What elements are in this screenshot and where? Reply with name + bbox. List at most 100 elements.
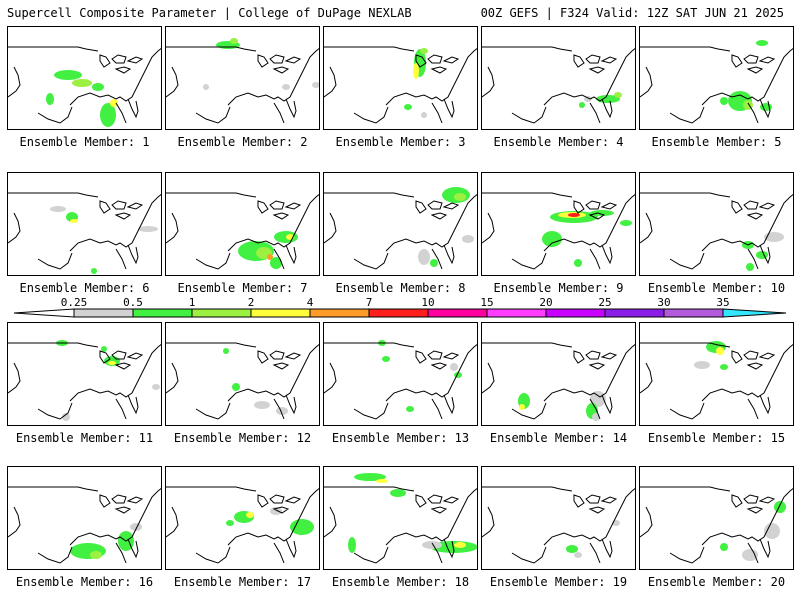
scp-contour (270, 257, 282, 269)
scp-contour (376, 479, 388, 483)
great-lakes-outline (99, 350, 144, 370)
scp-contour (720, 364, 728, 370)
ensemble-member-label: Ensemble Member: 20 (647, 575, 786, 589)
map-outline (511, 102, 601, 124)
ensemble-member-label: Ensemble Member: 12 (173, 431, 312, 445)
map-outline (127, 244, 139, 265)
colorbar-segment (604, 308, 665, 318)
map-graphic (166, 38, 319, 124)
scp-contour (574, 259, 582, 267)
map-outline (8, 487, 161, 546)
ensemble-member-label: Ensemble Member: 4 (493, 135, 624, 149)
map-outline (601, 394, 613, 415)
ensemble-member-map (165, 172, 320, 276)
ensemble-member-label: Ensemble Member: 9 (493, 281, 624, 295)
colorbar-tick-label: 2 (248, 296, 255, 309)
ensemble-member-map (639, 26, 794, 130)
map-graphic (482, 486, 635, 564)
map-outline (640, 343, 793, 402)
map-outline (759, 394, 771, 415)
scp-contour (418, 249, 430, 265)
great-lakes-outline (257, 494, 302, 514)
colorbar-segment (191, 308, 252, 318)
great-lakes-outline (731, 494, 776, 514)
map-graphic (640, 40, 793, 124)
map-outline (324, 343, 477, 402)
scp-contour (108, 361, 116, 365)
map-outline (640, 193, 793, 252)
scp-contour (54, 70, 82, 80)
scp-contour (90, 551, 102, 559)
scp-contour (756, 40, 768, 46)
map-graphic (482, 342, 635, 421)
great-lakes-outline (731, 54, 776, 74)
colorbar-tick-label: 4 (307, 296, 314, 309)
map-outline (8, 342, 99, 348)
map-graphic (482, 192, 635, 270)
scp-contour (720, 97, 728, 105)
great-lakes-outline (415, 200, 460, 220)
scp-contour (226, 520, 234, 526)
scp-contour (404, 104, 412, 110)
colorbar-under-arrow (13, 308, 75, 318)
ensemble-member-map (7, 322, 162, 426)
map-outline (195, 248, 285, 270)
colorbar-segment (486, 308, 547, 318)
map-outline (324, 46, 415, 52)
map-outline (511, 542, 601, 564)
scp-contour (574, 552, 582, 558)
colorbar-segment (132, 308, 193, 318)
map-outline (324, 47, 477, 106)
scp-contour (614, 92, 622, 98)
map-outline (511, 248, 601, 270)
map-outline (166, 486, 257, 492)
ensemble-member-label: Ensemble Member: 11 (15, 431, 154, 445)
scp-contour (382, 356, 390, 362)
ensemble-member-label: Ensemble Member: 5 (651, 135, 782, 149)
scp-contour (290, 519, 314, 535)
map-outline (482, 342, 573, 348)
ensemble-member-label: Ensemble Member: 8 (335, 281, 466, 295)
ensemble-member-map (7, 466, 162, 570)
great-lakes-outline (257, 54, 302, 74)
scp-contour (542, 231, 562, 247)
scp-contour (91, 268, 97, 274)
ensemble-member-map (323, 322, 478, 426)
map-graphic (166, 342, 319, 420)
scp-contour (72, 79, 92, 87)
map-graphic (8, 486, 161, 564)
great-lakes-outline (99, 54, 144, 74)
ensemble-member-map (639, 172, 794, 276)
scp-contour (620, 220, 632, 226)
map-outline (601, 98, 613, 119)
great-lakes-outline (99, 200, 144, 220)
scp-contour (746, 263, 754, 271)
map-outline (166, 192, 257, 198)
map-outline (8, 343, 161, 402)
scp-contour (152, 384, 160, 390)
map-outline (8, 192, 99, 198)
ensemble-member-map (639, 466, 794, 570)
ensemble-member-map (481, 322, 636, 426)
scp-contour (590, 210, 614, 216)
map-graphic (8, 46, 161, 127)
great-lakes-outline (573, 494, 618, 514)
map-outline (640, 192, 731, 198)
scp-contour (454, 542, 466, 548)
scp-contour (462, 235, 474, 243)
scp-contour (406, 406, 414, 412)
scp-contour (354, 473, 386, 481)
great-lakes-outline (573, 350, 618, 370)
ensemble-member-map (165, 26, 320, 130)
map-outline (324, 342, 415, 348)
colorbar-segment (309, 308, 370, 318)
scp-contour (101, 346, 107, 352)
map-outline (669, 102, 759, 124)
scp-contour (764, 523, 780, 539)
map-graphic (324, 473, 477, 564)
map-outline (353, 102, 443, 124)
map-outline (482, 343, 635, 402)
ensemble-member-map (165, 322, 320, 426)
ensemble-member-label: Ensemble Member: 6 (19, 281, 150, 295)
map-outline (195, 398, 285, 420)
